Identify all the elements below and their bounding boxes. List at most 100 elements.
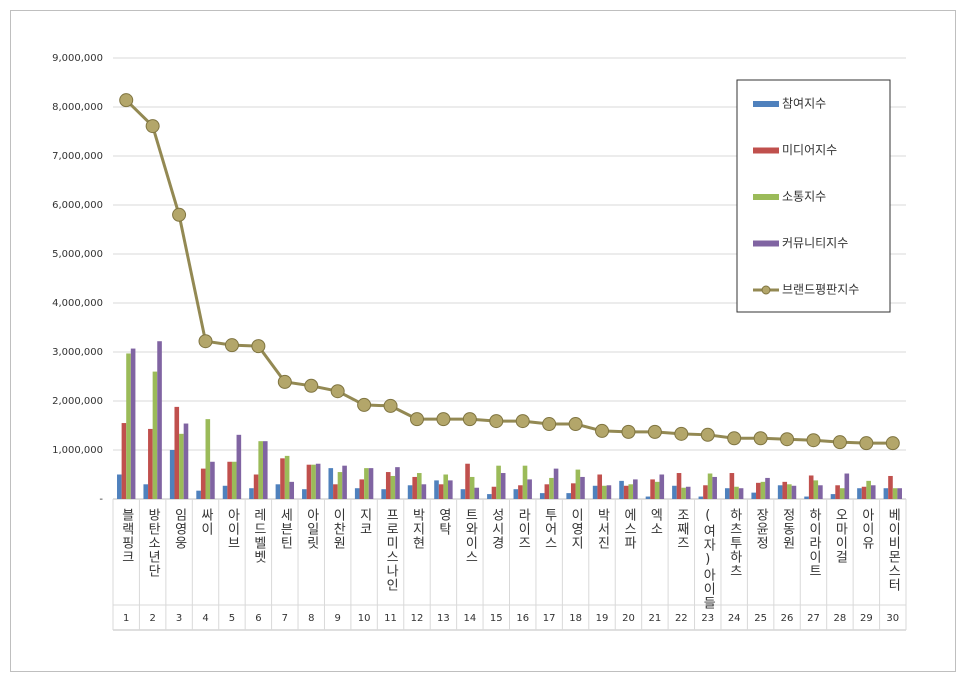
x-tick-label: 방탄소년단 bbox=[145, 508, 160, 578]
line-marker bbox=[436, 412, 451, 427]
bar bbox=[236, 434, 242, 499]
bar bbox=[368, 468, 374, 499]
rank-label: 28 bbox=[834, 613, 847, 624]
y-tick-label: - bbox=[99, 494, 103, 505]
rank-label: 7 bbox=[282, 613, 288, 624]
rank-label: 27 bbox=[807, 613, 820, 624]
line-marker bbox=[198, 334, 213, 349]
bar bbox=[364, 468, 369, 499]
rank-label: 22 bbox=[675, 613, 688, 624]
y-tick-label: 3,000,000 bbox=[52, 347, 103, 358]
line-marker bbox=[700, 427, 715, 442]
line-marker bbox=[859, 436, 874, 451]
bar bbox=[130, 348, 136, 499]
x-tick-label: 조째즈 bbox=[674, 508, 689, 550]
rank-label: 5 bbox=[229, 613, 235, 624]
bar bbox=[760, 481, 766, 499]
bar bbox=[580, 476, 585, 499]
line-marker bbox=[330, 384, 345, 399]
x-tick-label: 아이브 bbox=[224, 508, 239, 550]
bar bbox=[280, 458, 285, 499]
bar bbox=[200, 468, 206, 499]
x-tick-label: 오마이걸 bbox=[832, 508, 847, 564]
bar bbox=[844, 473, 850, 499]
rank-label: 1 bbox=[123, 613, 129, 624]
rank-label: 20 bbox=[622, 613, 635, 624]
bar bbox=[628, 484, 634, 499]
line-marker bbox=[515, 414, 530, 429]
bar bbox=[808, 475, 814, 499]
rank-label: 18 bbox=[569, 613, 582, 624]
line-marker bbox=[409, 412, 424, 427]
line-marker bbox=[647, 424, 662, 439]
line-marker bbox=[727, 431, 742, 446]
legend-swatch bbox=[753, 147, 779, 154]
line-marker bbox=[621, 424, 636, 439]
bar bbox=[698, 496, 704, 499]
bar bbox=[421, 484, 427, 499]
x-tick-label: 에스파 bbox=[621, 508, 636, 550]
bar bbox=[527, 479, 532, 499]
bar bbox=[359, 479, 365, 499]
x-tick-label: 이찬원 bbox=[330, 508, 345, 550]
x-tick-label: 정동원 bbox=[780, 508, 795, 550]
bar bbox=[416, 473, 422, 499]
bar bbox=[253, 474, 259, 499]
bar bbox=[513, 489, 519, 499]
bar bbox=[866, 480, 871, 499]
bar bbox=[544, 484, 550, 499]
bar bbox=[121, 423, 127, 499]
bar bbox=[354, 488, 360, 499]
y-tick-label: 2,000,000 bbox=[52, 396, 103, 407]
rank-label: 19 bbox=[596, 613, 609, 624]
x-tick-label: 성시경 bbox=[489, 508, 504, 550]
x-tick-label: 라이즈 bbox=[515, 508, 530, 550]
rank-label: 4 bbox=[202, 613, 208, 624]
y-tick-label: 7,000,000 bbox=[52, 151, 103, 162]
x-tick-label: 지코 bbox=[357, 508, 372, 536]
bar bbox=[183, 423, 189, 499]
x-tick-label: 박서진 bbox=[595, 508, 610, 550]
bar bbox=[443, 474, 449, 499]
bar bbox=[602, 485, 607, 499]
bar bbox=[491, 486, 497, 499]
bar bbox=[465, 463, 470, 499]
line-marker bbox=[595, 423, 610, 438]
bar bbox=[888, 475, 893, 499]
x-tick-label: 엑소 bbox=[647, 508, 662, 536]
bar bbox=[787, 484, 792, 499]
bar bbox=[284, 455, 290, 499]
line-marker bbox=[489, 414, 504, 429]
line-marker bbox=[832, 435, 847, 450]
rank-label: 30 bbox=[886, 613, 899, 624]
bar bbox=[830, 494, 836, 499]
bar bbox=[566, 493, 571, 499]
line-marker bbox=[885, 436, 900, 451]
x-tick-label: 싸이 bbox=[198, 508, 213, 536]
bar bbox=[734, 486, 739, 499]
bar bbox=[460, 489, 466, 499]
bar bbox=[258, 441, 263, 499]
line-marker bbox=[224, 338, 239, 353]
bar bbox=[681, 487, 686, 499]
x-tick-label: 아이유 bbox=[859, 508, 874, 550]
bar bbox=[231, 461, 237, 499]
rank-label: 29 bbox=[860, 613, 873, 624]
legend-swatch bbox=[761, 285, 771, 295]
bar bbox=[597, 474, 603, 499]
line-marker bbox=[172, 207, 187, 222]
line-marker bbox=[542, 417, 557, 432]
bar bbox=[570, 483, 576, 499]
bar bbox=[438, 484, 444, 499]
bar bbox=[645, 496, 651, 499]
bar bbox=[659, 474, 665, 499]
bar bbox=[606, 485, 612, 499]
rank-label: 10 bbox=[358, 613, 371, 624]
bar bbox=[390, 475, 396, 499]
rank-label: 9 bbox=[334, 613, 340, 624]
line-marker bbox=[753, 431, 768, 446]
rank-label: 15 bbox=[490, 613, 503, 624]
bar bbox=[835, 485, 840, 499]
bar bbox=[575, 469, 581, 499]
bar bbox=[724, 488, 730, 499]
